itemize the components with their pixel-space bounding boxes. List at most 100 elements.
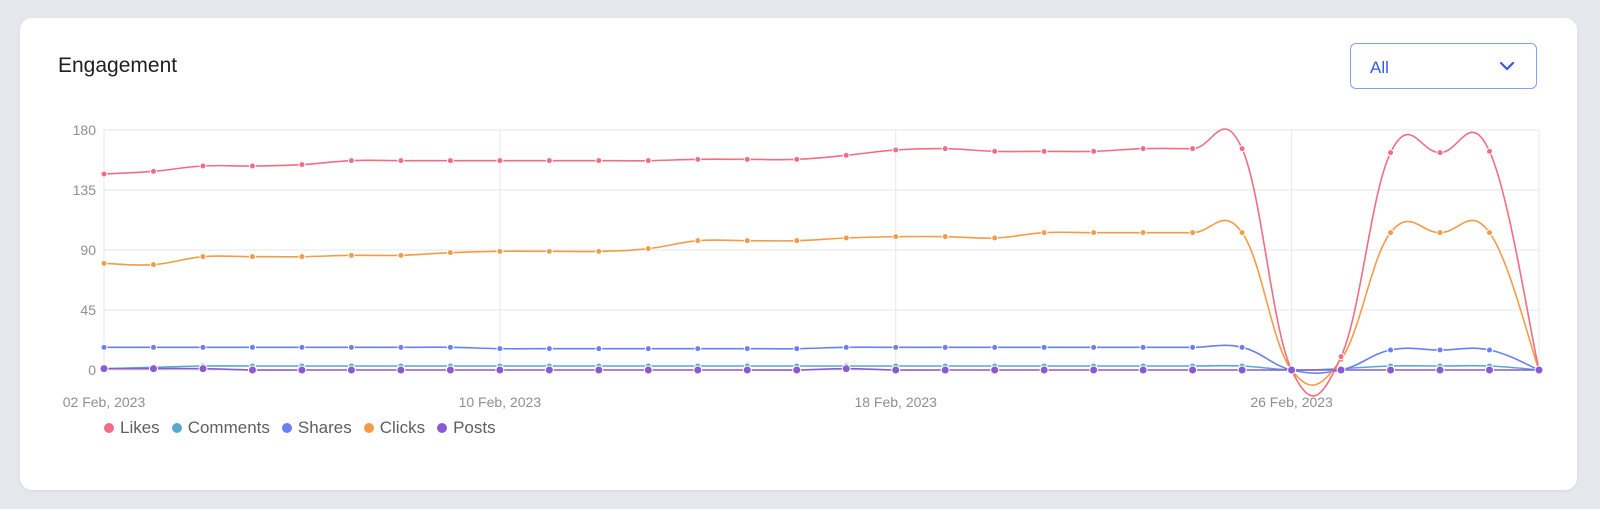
data-point-posts[interactable] xyxy=(841,364,851,374)
data-point-posts[interactable] xyxy=(1237,365,1247,375)
data-point-shares[interactable] xyxy=(1189,343,1197,351)
data-point-posts[interactable] xyxy=(396,365,406,375)
data-point-likes[interactable] xyxy=(1139,145,1147,153)
legend-item-posts[interactable]: Posts xyxy=(437,418,496,438)
data-point-likes[interactable] xyxy=(545,157,553,165)
data-point-shares[interactable] xyxy=(991,343,999,351)
data-point-shares[interactable] xyxy=(397,343,405,351)
data-point-posts[interactable] xyxy=(792,365,802,375)
data-point-likes[interactable] xyxy=(1189,145,1197,153)
data-point-posts[interactable] xyxy=(594,365,604,375)
data-point-shares[interactable] xyxy=(1238,343,1246,351)
data-point-clicks[interactable] xyxy=(793,237,801,245)
data-point-shares[interactable] xyxy=(1387,346,1395,354)
data-point-clicks[interactable] xyxy=(1387,229,1395,237)
data-point-clicks[interactable] xyxy=(892,233,900,241)
data-point-likes[interactable] xyxy=(1090,147,1098,155)
data-point-posts[interactable] xyxy=(148,364,158,374)
data-point-posts[interactable] xyxy=(643,365,653,375)
legend-item-clicks[interactable]: Clicks xyxy=(363,418,425,438)
data-point-clicks[interactable] xyxy=(397,251,405,259)
data-point-shares[interactable] xyxy=(1139,343,1147,351)
data-point-likes[interactable] xyxy=(941,145,949,153)
data-point-clicks[interactable] xyxy=(149,261,157,269)
data-point-clicks[interactable] xyxy=(941,233,949,241)
data-point-likes[interactable] xyxy=(1387,149,1395,157)
data-point-shares[interactable] xyxy=(743,345,751,353)
data-point-clicks[interactable] xyxy=(1436,229,1444,237)
data-point-clicks[interactable] xyxy=(644,245,652,253)
data-point-clicks[interactable] xyxy=(1486,229,1494,237)
filter-dropdown[interactable]: All xyxy=(1350,43,1537,89)
data-point-shares[interactable] xyxy=(1040,343,1048,351)
data-point-clicks[interactable] xyxy=(1238,229,1246,237)
legend-item-likes[interactable]: Likes xyxy=(104,418,160,438)
data-point-posts[interactable] xyxy=(1287,365,1297,375)
data-point-shares[interactable] xyxy=(545,345,553,353)
data-point-shares[interactable] xyxy=(347,343,355,351)
data-point-posts[interactable] xyxy=(445,365,455,375)
data-point-clicks[interactable] xyxy=(496,247,504,255)
data-point-likes[interactable] xyxy=(694,155,702,163)
data-point-posts[interactable] xyxy=(544,365,554,375)
data-point-posts[interactable] xyxy=(990,365,1000,375)
data-point-clicks[interactable] xyxy=(347,251,355,259)
data-point-posts[interactable] xyxy=(297,365,307,375)
data-point-likes[interactable] xyxy=(298,161,306,169)
data-point-clicks[interactable] xyxy=(298,253,306,261)
data-point-shares[interactable] xyxy=(298,343,306,351)
data-point-shares[interactable] xyxy=(100,343,108,351)
data-point-clicks[interactable] xyxy=(100,259,108,267)
data-point-shares[interactable] xyxy=(644,345,652,353)
data-point-clicks[interactable] xyxy=(446,249,454,257)
data-point-posts[interactable] xyxy=(1386,365,1396,375)
data-point-posts[interactable] xyxy=(1188,365,1198,375)
data-point-likes[interactable] xyxy=(397,157,405,165)
data-point-likes[interactable] xyxy=(1337,353,1345,361)
data-point-posts[interactable] xyxy=(346,365,356,375)
data-point-posts[interactable] xyxy=(1138,365,1148,375)
legend-item-comments[interactable]: Comments xyxy=(171,418,270,438)
data-point-posts[interactable] xyxy=(99,364,109,374)
data-point-likes[interactable] xyxy=(842,151,850,159)
data-point-likes[interactable] xyxy=(347,157,355,165)
data-point-clicks[interactable] xyxy=(248,253,256,261)
data-point-clicks[interactable] xyxy=(199,253,207,261)
data-point-posts[interactable] xyxy=(1534,365,1544,375)
data-point-posts[interactable] xyxy=(1435,365,1445,375)
data-point-likes[interactable] xyxy=(743,155,751,163)
data-point-likes[interactable] xyxy=(496,157,504,165)
data-point-clicks[interactable] xyxy=(1139,229,1147,237)
data-point-posts[interactable] xyxy=(1485,365,1495,375)
data-point-shares[interactable] xyxy=(1486,346,1494,354)
data-point-clicks[interactable] xyxy=(1090,229,1098,237)
data-point-likes[interactable] xyxy=(595,157,603,165)
data-point-likes[interactable] xyxy=(446,157,454,165)
data-point-posts[interactable] xyxy=(247,365,257,375)
data-point-posts[interactable] xyxy=(940,365,950,375)
data-point-likes[interactable] xyxy=(1436,149,1444,157)
data-point-posts[interactable] xyxy=(1089,365,1099,375)
data-point-posts[interactable] xyxy=(891,365,901,375)
data-point-likes[interactable] xyxy=(1040,147,1048,155)
data-point-clicks[interactable] xyxy=(1040,229,1048,237)
data-point-shares[interactable] xyxy=(1090,343,1098,351)
data-point-clicks[interactable] xyxy=(595,247,603,255)
data-point-posts[interactable] xyxy=(742,365,752,375)
data-point-shares[interactable] xyxy=(892,343,900,351)
data-point-clicks[interactable] xyxy=(842,234,850,242)
data-point-likes[interactable] xyxy=(1486,147,1494,155)
data-point-shares[interactable] xyxy=(149,343,157,351)
data-point-likes[interactable] xyxy=(248,162,256,170)
data-point-posts[interactable] xyxy=(198,364,208,374)
data-point-clicks[interactable] xyxy=(1189,229,1197,237)
data-point-clicks[interactable] xyxy=(991,234,999,242)
data-point-shares[interactable] xyxy=(694,345,702,353)
data-point-likes[interactable] xyxy=(991,147,999,155)
data-point-likes[interactable] xyxy=(199,162,207,170)
data-point-clicks[interactable] xyxy=(545,247,553,255)
data-point-shares[interactable] xyxy=(1436,346,1444,354)
data-point-likes[interactable] xyxy=(100,170,108,178)
data-point-shares[interactable] xyxy=(248,343,256,351)
data-point-posts[interactable] xyxy=(1336,365,1346,375)
